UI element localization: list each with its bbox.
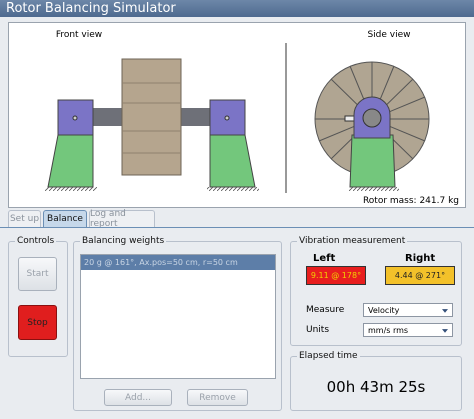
panel-title: Vibration measurement xyxy=(297,236,408,246)
right-support xyxy=(209,134,256,188)
tab-active[interactable]: Balance xyxy=(43,210,87,227)
rotor-drawing: Front view Side view Rotor mass: 241.7 k… xyxy=(45,30,459,206)
rotor-mass: Rotor mass: 241.7 kg xyxy=(363,196,459,206)
vibration-panel: Vibration measurement Left Right 9.11 @ … xyxy=(290,236,462,346)
panel-title: Balancing weights xyxy=(80,236,167,246)
left-label: Left xyxy=(313,253,336,264)
panel-title: Elapsed time xyxy=(297,351,360,361)
side-view-label: Side view xyxy=(367,30,410,40)
controls-panel: Controls Start Stop xyxy=(8,236,68,357)
tab[interactable]: Log and report xyxy=(89,209,155,229)
side-support xyxy=(349,134,396,188)
measure-select[interactable]: Velocity xyxy=(363,303,453,317)
window-title: Rotor Balancing Simulator xyxy=(6,1,176,16)
front-view-label: Front view xyxy=(56,30,102,40)
remove-button[interactable]: Remove xyxy=(187,389,248,406)
title-bar: Rotor Balancing Simulator xyxy=(0,0,474,17)
list-item[interactable]: 20 g @ 161°, Ax.pos=50 cm, r=50 cm xyxy=(81,255,275,270)
stop-button[interactable]: Stop xyxy=(18,305,57,340)
right-label: Right xyxy=(405,253,436,264)
tab-line xyxy=(0,227,474,228)
rotor xyxy=(121,58,182,176)
view-panel: Front view Side view Rotor mass: 241.7 k… xyxy=(8,22,466,208)
left-support xyxy=(47,134,94,188)
elapsed-panel: Elapsed time 00h 43m 25s xyxy=(290,351,462,411)
tab[interactable]: Set up xyxy=(8,210,41,227)
units-select[interactable]: mm/s rms xyxy=(363,323,453,337)
weights-list: 20 g @ 161°, Ax.pos=50 cm, r=50 cm xyxy=(80,254,276,379)
start-button[interactable]: Start xyxy=(18,257,57,291)
right-value: 4.44 @ 271° xyxy=(385,266,455,285)
measure-label: Measure xyxy=(306,305,345,315)
units-label: Units xyxy=(306,325,330,335)
weights-panel: Balancing weights 20 g @ 161°, Ax.pos=50… xyxy=(73,236,282,411)
add-button[interactable]: Add... xyxy=(104,389,172,406)
left-value: 9.11 @ 178° xyxy=(306,266,366,285)
elapsed-value: 00h 43m 25s xyxy=(326,378,426,396)
panel-title: Controls xyxy=(15,236,57,246)
